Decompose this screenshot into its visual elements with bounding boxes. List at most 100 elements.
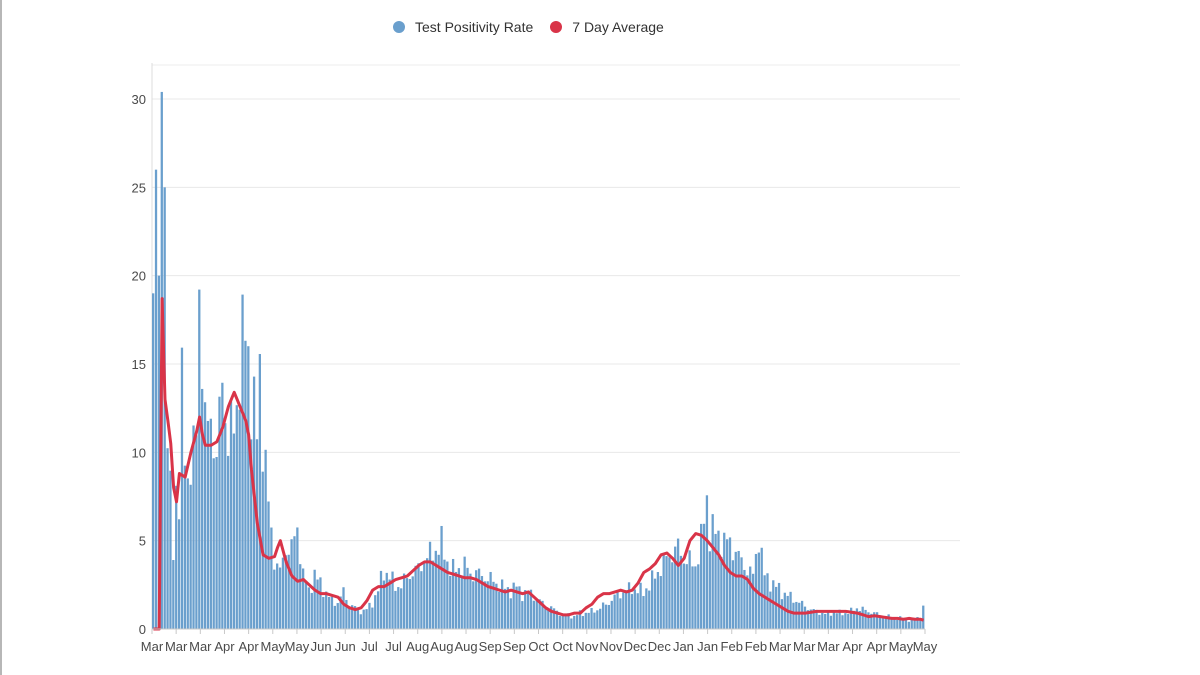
x-tick-label: Mar <box>165 639 188 654</box>
bar <box>659 576 662 629</box>
x-tick-label: May <box>889 639 914 654</box>
bar <box>172 560 175 629</box>
bar <box>460 577 463 629</box>
bar <box>270 527 273 629</box>
bar <box>867 612 870 629</box>
bar <box>489 571 492 629</box>
bar <box>524 590 527 629</box>
bar <box>766 573 769 629</box>
bar <box>642 596 645 629</box>
x-tick-label: Nov <box>575 639 599 654</box>
bar <box>671 562 674 629</box>
bar <box>676 538 680 629</box>
bar <box>382 580 386 629</box>
bar <box>564 614 567 629</box>
bar <box>472 581 475 629</box>
x-tick-label: Jan <box>697 639 718 654</box>
bar <box>705 495 709 629</box>
bar <box>743 569 746 629</box>
bar <box>480 576 484 629</box>
x-tick-label: Aug <box>406 639 429 654</box>
legend-item-7-day-average[interactable]: 7 Day Average <box>550 19 664 35</box>
bar <box>633 589 636 629</box>
bar <box>501 579 504 629</box>
x-tick-label: Mar <box>141 639 164 654</box>
bar <box>835 613 838 629</box>
bar <box>186 478 189 629</box>
bar <box>760 547 763 629</box>
bar <box>229 401 233 629</box>
bar <box>855 608 859 629</box>
bar <box>821 612 824 629</box>
legend-item-test-positivity[interactable]: Test Positivity Rate <box>393 19 533 35</box>
bar <box>342 587 345 629</box>
bar <box>901 618 905 629</box>
bar <box>731 560 735 629</box>
bar <box>247 346 250 629</box>
bar <box>307 587 311 629</box>
x-tick-label: Oct <box>528 639 549 654</box>
bar <box>201 388 204 629</box>
x-tick-label: Aug <box>454 639 477 654</box>
bar <box>547 609 550 629</box>
bar <box>619 598 622 629</box>
bar <box>847 613 850 629</box>
bar <box>720 557 723 629</box>
bar <box>463 556 466 629</box>
x-tick-label: Jul <box>385 639 402 654</box>
bar <box>812 609 815 629</box>
bar <box>878 615 882 629</box>
x-tick-label: Mar <box>769 639 792 654</box>
bar <box>682 563 685 629</box>
bar <box>374 595 377 629</box>
bar <box>838 609 841 629</box>
y-tick-label: 15 <box>132 357 146 372</box>
bar <box>180 347 184 629</box>
chart-gridlines <box>152 64 960 542</box>
bar <box>177 519 181 629</box>
bar <box>567 613 570 629</box>
bar <box>717 530 720 629</box>
bar <box>483 581 486 629</box>
bar <box>264 449 267 629</box>
bar <box>896 619 899 629</box>
bar <box>221 382 224 629</box>
bar <box>192 425 195 629</box>
bar <box>907 621 910 629</box>
bar <box>235 405 238 629</box>
bar <box>881 616 885 629</box>
bar <box>299 564 302 629</box>
bar <box>327 597 331 629</box>
bar <box>449 575 452 629</box>
bar <box>737 550 740 629</box>
bar <box>417 563 420 629</box>
bar <box>792 602 795 629</box>
bar <box>702 523 706 629</box>
x-tick-label: Dec <box>648 639 672 654</box>
bar <box>365 609 368 629</box>
bar <box>457 568 461 629</box>
bar <box>437 554 440 629</box>
bar <box>558 615 561 629</box>
bar <box>593 612 596 629</box>
legend-swatch-test-positivity <box>393 21 405 33</box>
bar <box>166 448 169 629</box>
bar <box>518 586 521 629</box>
bar <box>599 608 602 629</box>
bar <box>492 581 495 629</box>
bar <box>809 609 812 629</box>
bar <box>630 594 634 629</box>
bar <box>281 557 285 629</box>
x-tick-label: Apr <box>867 639 888 654</box>
bar <box>916 617 919 629</box>
bar <box>913 618 916 629</box>
bar <box>541 600 544 629</box>
legend-swatch-7-day-average <box>550 21 563 33</box>
bar-series-test-positivity <box>152 91 925 630</box>
bar <box>293 536 296 629</box>
x-tick-label: Mar <box>817 639 840 654</box>
bar <box>850 607 853 629</box>
bar <box>152 293 155 629</box>
bar <box>550 606 553 629</box>
bar <box>700 523 703 629</box>
